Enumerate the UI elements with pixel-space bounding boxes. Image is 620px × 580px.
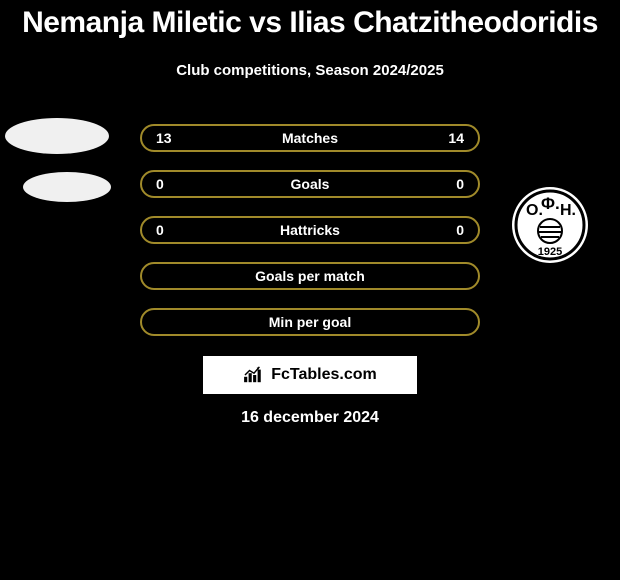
- fctables-watermark: FcTables.com: [202, 355, 418, 395]
- club-left-logo: [5, 110, 115, 220]
- stat-label: Min per goal: [202, 314, 418, 330]
- stat-row-goals: 0Goals0: [140, 170, 480, 198]
- stat-right-value: 14: [418, 130, 478, 146]
- stat-label: Goals: [202, 176, 418, 192]
- stat-row-matches: 13Matches14: [140, 124, 480, 152]
- bar-chart-icon: [243, 366, 265, 384]
- page-title: Nemanja Miletic vs Ilias Chatzitheodorid…: [0, 6, 620, 40]
- club-year: 1925: [538, 246, 562, 258]
- svg-text:H.: H.: [560, 202, 576, 219]
- stat-right-value: 0: [418, 222, 478, 238]
- club-right-logo: O. Φ. H. 1925: [500, 175, 610, 285]
- stat-row-min-per-goal: Min per goal: [140, 308, 480, 336]
- stat-label: Goals per match: [202, 268, 418, 284]
- stat-row-hattricks: 0Hattricks0: [140, 216, 480, 244]
- fctables-text: FcTables.com: [271, 366, 377, 384]
- stat-left-value: 0: [142, 176, 202, 192]
- stat-left-value: 0: [142, 222, 202, 238]
- generation-date: 16 december 2024: [0, 409, 620, 427]
- club-left-ellipse-2: [23, 172, 111, 202]
- stat-label: Hattricks: [202, 222, 418, 238]
- svg-text:Φ.: Φ.: [541, 194, 560, 213]
- club-left-ellipse-1: [5, 118, 109, 154]
- ofi-badge-icon: O. Φ. H. 1925: [500, 175, 600, 281]
- stat-left-value: 13: [142, 130, 202, 146]
- stat-label: Matches: [202, 130, 418, 146]
- stat-right-value: 0: [418, 176, 478, 192]
- comparison-infographic: Nemanja Miletic vs Ilias Chatzitheodorid…: [0, 0, 620, 580]
- subtitle: Club competitions, Season 2024/2025: [0, 62, 620, 79]
- stat-row-goals-per-match: Goals per match: [140, 262, 480, 290]
